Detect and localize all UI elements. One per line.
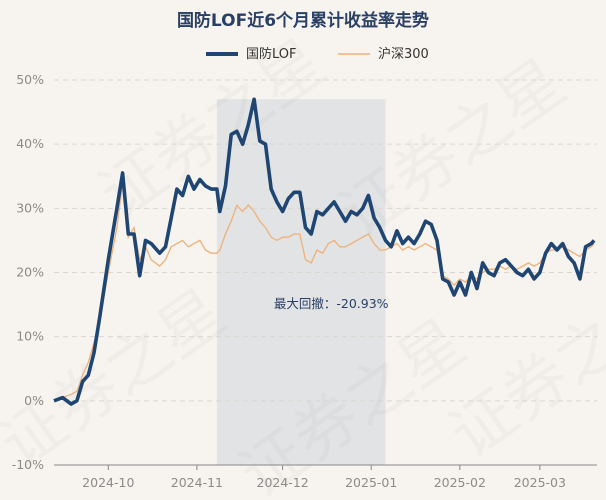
chart-title: 国防LOF近6个月累计收益率走势: [177, 10, 429, 31]
legend-label-series-1: 国防LOF: [246, 46, 297, 62]
y-tick-label: 50%: [16, 72, 44, 87]
y-tick-label: 40%: [16, 136, 44, 151]
y-tick-label: 10%: [16, 329, 44, 344]
max-drawdown-shade: [216, 99, 386, 465]
legend-label-series-2: 沪深300: [378, 46, 429, 62]
x-tick-label: 2025-02: [434, 475, 486, 490]
x-tick-label: 2025-03: [514, 475, 566, 490]
y-axis-ticks: 50% 40% 30% 20% 10% 0% -10%: [12, 72, 44, 472]
y-tick-label: -10%: [12, 457, 44, 472]
max-drawdown-label: 最大回撤：-20.93%: [274, 296, 389, 311]
x-tick-label: 2025-01: [345, 475, 397, 490]
x-tick-label: 2024-12: [257, 475, 309, 490]
series-line-hs300: [53, 182, 595, 402]
y-tick-label: 20%: [16, 265, 44, 280]
x-tick-label: 2024-11: [171, 475, 223, 490]
legend: 国防LOF 沪深300: [206, 46, 429, 62]
x-tick-label: 2024-10: [82, 475, 134, 490]
watermark-text: 证券之星: [0, 276, 239, 483]
y-tick-label: 30%: [16, 200, 44, 215]
x-axis-ticks: 2024-10 2024-11 2024-12 2025-01 2025-02 2025-…: [82, 465, 566, 490]
series-line-guofang-lof: [53, 97, 596, 406]
y-tick-label: 0%: [24, 393, 44, 408]
